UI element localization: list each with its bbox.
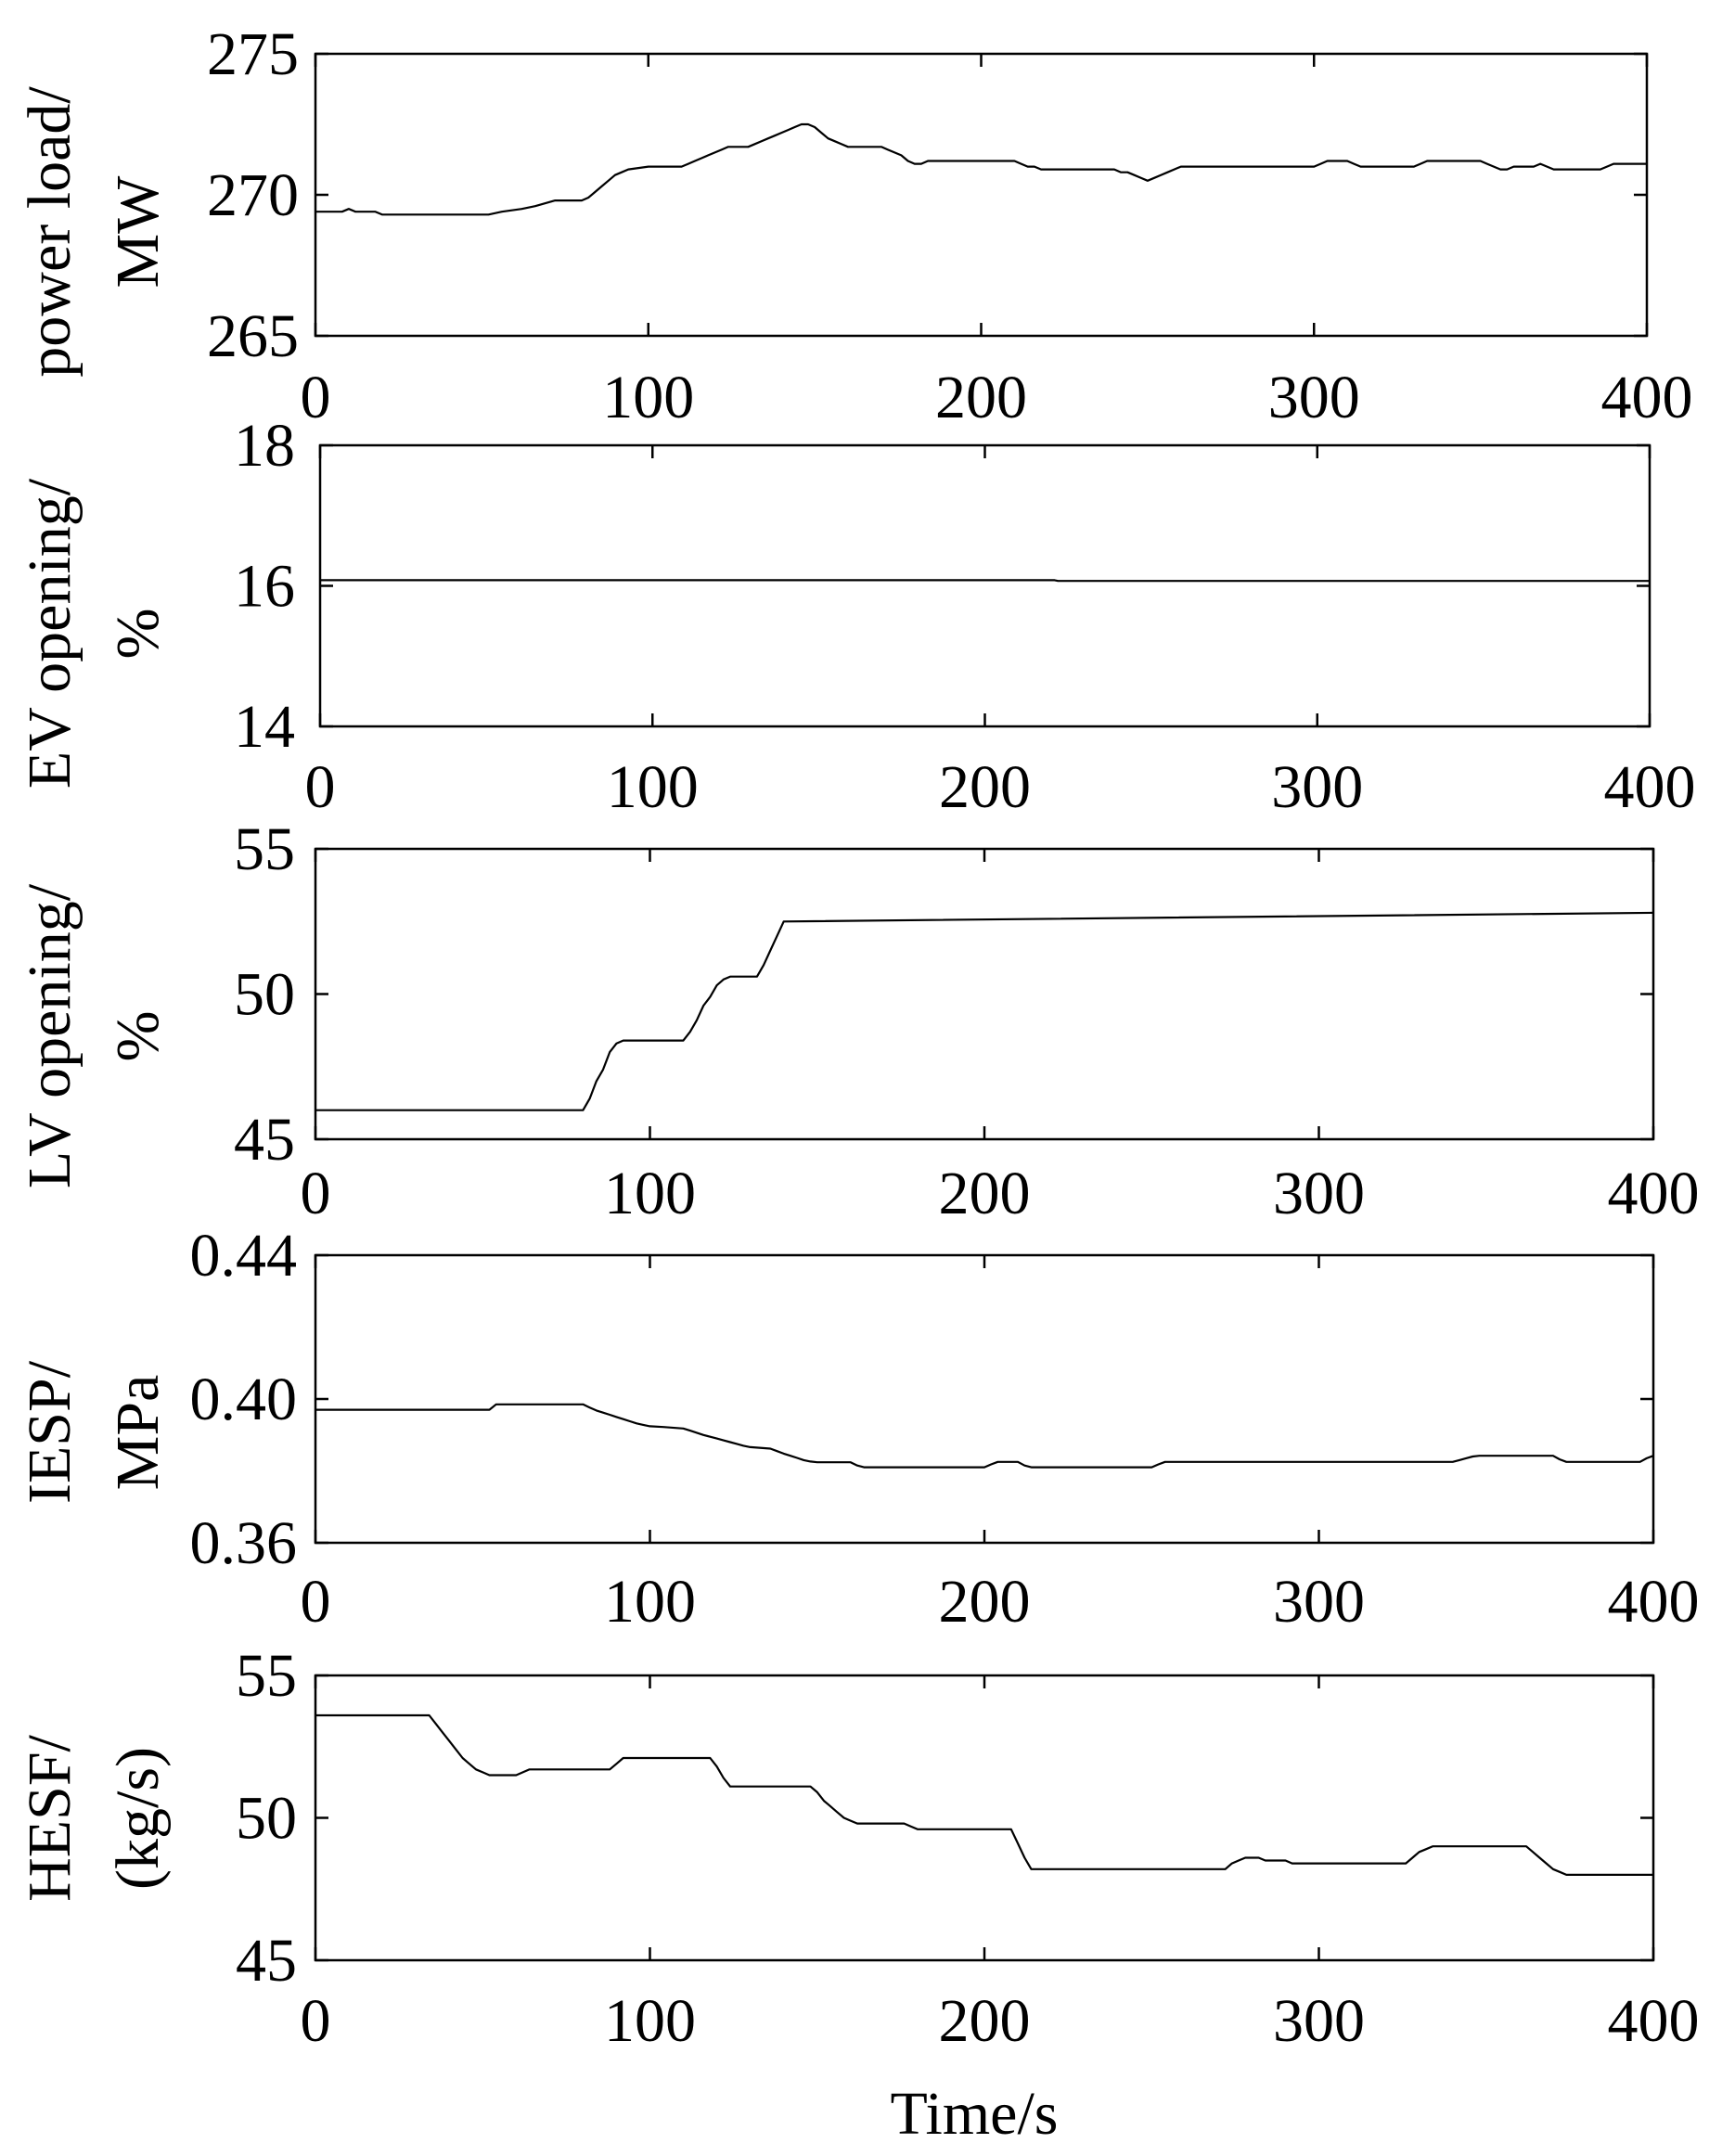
series-line <box>315 122 1647 216</box>
x-tick-label: 300 <box>1268 364 1360 431</box>
chart-panel-4: 0 100 200 300 400 0.36 0.40 0.44 IESP/MPa <box>16 1222 1700 1636</box>
x-tick-label: 400 <box>1604 753 1696 821</box>
plot-frame <box>314 1253 1655 1545</box>
y-tick-label: 18 <box>234 412 295 480</box>
y-tick-label: 55 <box>236 1642 297 1710</box>
x-tick-label: 100 <box>604 1987 696 2055</box>
y-tick-label: 16 <box>234 553 295 621</box>
y-tick-label: 14 <box>234 693 295 761</box>
x-tick-label: 200 <box>939 753 1031 821</box>
x-tick-label: 200 <box>939 1160 1031 1227</box>
series-line <box>315 1403 1654 1469</box>
y-tick-label: 45 <box>236 1927 297 1995</box>
chart-panel-1: 0 100 200 300 400 265 270 275 power load/MW <box>16 20 1693 431</box>
y-axis-label-line: EV opening/ <box>16 478 84 789</box>
x-tick-label: 0 <box>301 1160 331 1227</box>
y-axis-label-line: LV opening/ <box>16 883 84 1188</box>
series-line <box>315 911 1654 1111</box>
x-tick-label: 300 <box>1273 1568 1365 1636</box>
x-tick-label: 200 <box>939 1568 1031 1636</box>
y-tick-label: 0.36 <box>190 1509 298 1577</box>
x-axis-label: Time/s <box>891 2080 1059 2148</box>
x-tick-label: 400 <box>1608 1160 1700 1227</box>
x-tick-label: 200 <box>939 1987 1031 2055</box>
x-tick-label: 400 <box>1608 1987 1700 2055</box>
x-tick-label: 400 <box>1601 364 1693 431</box>
series-line <box>315 1713 1653 1876</box>
plot-frame <box>314 1674 1655 1962</box>
y-tick-label: 0.40 <box>190 1366 298 1433</box>
x-tick-label: 0 <box>305 753 336 821</box>
y-tick-label: 265 <box>207 302 299 370</box>
y-axis-label-line: (kg/s) <box>104 1747 172 1890</box>
y-axis-label-line: % <box>104 609 172 660</box>
chart-panel-5: 0 100 200 300 400 45 50 55 HESF/ (kg/s) <box>16 1642 1700 2055</box>
y-axis-label-line: IESP/ <box>16 1360 84 1504</box>
x-tick-label: 300 <box>1273 1160 1365 1227</box>
plot-frame <box>318 443 1651 728</box>
series-line <box>320 579 1650 583</box>
y-tick-label: 275 <box>207 20 299 88</box>
y-axis-label-line: MW <box>104 175 172 289</box>
y-axis-label-line: MPa <box>104 1375 172 1491</box>
chart-panel-2: 0 100 200 300 400 14 16 18 EV opening/% <box>16 412 1696 821</box>
x-tick-label: 300 <box>1273 1987 1365 2055</box>
y-axis-label-line: HESF/ <box>16 1734 84 1901</box>
y-tick-label: 50 <box>236 1785 297 1853</box>
y-tick-label: 55 <box>234 815 295 883</box>
x-tick-label: 100 <box>602 364 694 431</box>
y-tick-label: 270 <box>207 161 299 229</box>
x-tick-label: 0 <box>301 364 331 431</box>
plot-frame <box>314 847 1655 1141</box>
x-tick-label: 100 <box>604 1160 696 1227</box>
y-tick-label: 50 <box>234 961 295 1029</box>
y-tick-label: 45 <box>234 1106 295 1174</box>
x-tick-label: 400 <box>1608 1568 1700 1636</box>
x-tick-label: 200 <box>935 364 1027 431</box>
chart-panel-3: 0 100 200 300 400 45 50 55 LV opening/% <box>16 815 1700 1227</box>
x-tick-label: 300 <box>1271 753 1363 821</box>
y-axis-label-line: power load/ <box>16 86 84 378</box>
y-tick-label: 0.44 <box>190 1222 298 1290</box>
x-tick-label: 100 <box>604 1568 696 1636</box>
x-tick-label: 100 <box>607 753 699 821</box>
y-axis-label-line: % <box>104 1011 172 1062</box>
plot-frame <box>314 52 1649 338</box>
x-tick-label: 0 <box>301 1987 331 2055</box>
x-tick-label: 0 <box>301 1568 331 1636</box>
